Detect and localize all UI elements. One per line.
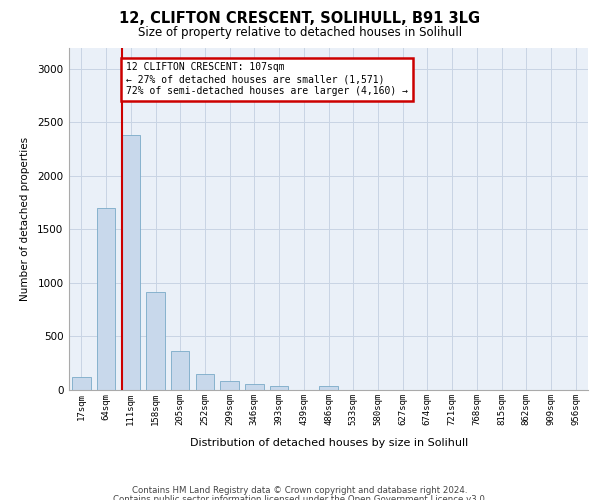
Bar (220, 382, 239, 390)
Text: Contains HM Land Registry data © Crown copyright and database right 2024.: Contains HM Land Registry data © Crown c… (132, 486, 468, 495)
Text: Contains public sector information licensed under the Open Government Licence v3: Contains public sector information licen… (113, 495, 487, 500)
Text: Distribution of detached houses by size in Solihull: Distribution of detached houses by size … (190, 438, 468, 448)
Text: 12, CLIFTON CRESCENT, SOLIHULL, B91 3LG: 12, CLIFTON CRESCENT, SOLIHULL, B91 3LG (119, 11, 481, 26)
Bar (146, 292, 165, 390)
Bar (72, 377, 91, 390)
Bar (270, 386, 289, 390)
Bar (97, 208, 115, 390)
Bar (196, 374, 214, 390)
Text: 12 CLIFTON CRESCENT: 107sqm
← 27% of detached houses are smaller (1,571)
72% of : 12 CLIFTON CRESCENT: 107sqm ← 27% of det… (126, 62, 408, 96)
Bar (319, 386, 338, 390)
Bar (171, 352, 190, 390)
Bar (122, 136, 140, 390)
Text: Size of property relative to detached houses in Solihull: Size of property relative to detached ho… (138, 26, 462, 39)
Bar (245, 384, 263, 390)
Y-axis label: Number of detached properties: Number of detached properties (20, 136, 30, 301)
